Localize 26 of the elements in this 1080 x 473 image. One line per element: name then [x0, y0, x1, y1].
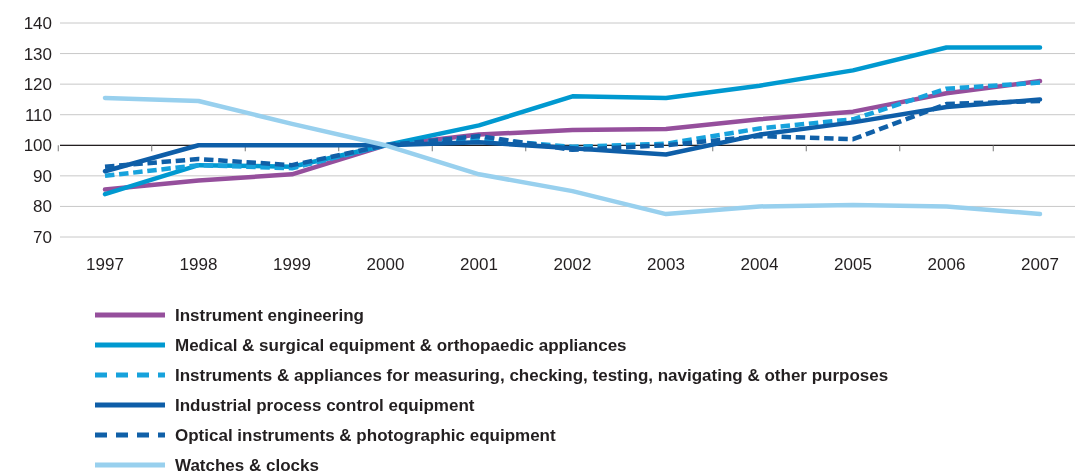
- y-tick-label: 140: [23, 13, 52, 33]
- x-tick-label: 1998: [179, 255, 218, 274]
- x-tick-label: 2006: [927, 255, 966, 274]
- x-tick-label: 1997: [86, 255, 124, 274]
- y-tick-label: 70: [33, 227, 52, 247]
- legend-label: Watches & clocks: [175, 455, 319, 473]
- x-tick-label: 2000: [366, 255, 405, 274]
- legend-label: Optical instruments & photographic equipment: [175, 425, 556, 445]
- legend-label: Instruments & appliances for measuring, checking, testing, navigating & other purposes: [175, 365, 889, 385]
- line-series: [102, 95, 1043, 217]
- y-tick-label: 110: [24, 105, 52, 125]
- legend-label: Industrial process control equipment: [175, 395, 475, 415]
- x-tick-label: 2001: [460, 255, 498, 274]
- x-tick-label: 2002: [553, 255, 592, 274]
- x-tick-label: 2003: [647, 255, 685, 274]
- y-tick-label: 120: [23, 75, 52, 95]
- y-tick-label: 100: [23, 136, 52, 156]
- x-tick-label: 2004: [740, 255, 779, 274]
- y-tick-label: 90: [33, 166, 52, 186]
- legend-label: Instrument engineering: [175, 305, 364, 325]
- y-tick-label: 130: [23, 44, 52, 64]
- x-tick-label: 1999: [273, 255, 311, 274]
- x-tick-label: 2005: [834, 255, 872, 274]
- legend-label: Medical & surgical equipment & orthopaedic appliances: [175, 335, 627, 355]
- y-tick-label: 80: [33, 197, 52, 217]
- x-tick-label: 2007: [1021, 255, 1059, 274]
